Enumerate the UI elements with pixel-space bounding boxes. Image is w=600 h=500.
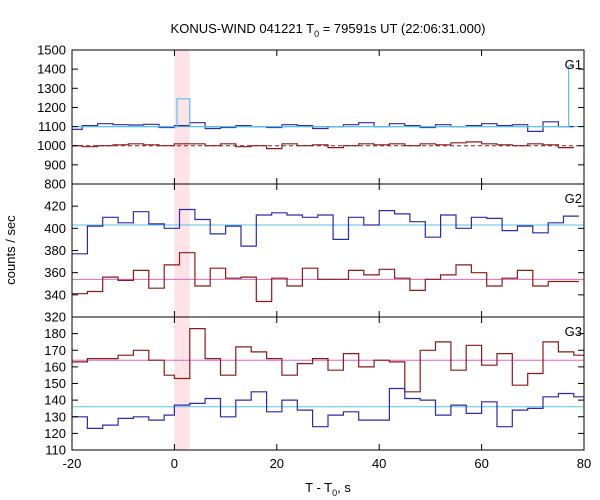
series-line-1	[72, 121, 574, 132]
series-line-2	[72, 387, 584, 429]
panel-label: G3	[565, 324, 582, 339]
series-line-3	[72, 65, 574, 128]
panel-frame	[71, 183, 585, 318]
y-tick-label: 1400	[37, 62, 66, 77]
y-tick-label: 180	[44, 326, 66, 341]
highlight-band	[174, 50, 190, 450]
y-tick-label: 170	[44, 343, 66, 358]
y-tick-label: 140	[44, 393, 66, 408]
y-tick-label: 340	[44, 287, 66, 302]
series-line-2	[72, 141, 574, 150]
panel-frame	[71, 49, 585, 185]
y-tick-label: 320	[44, 310, 66, 325]
y-tick-label: 150	[44, 376, 66, 391]
x-tick-label: -20	[63, 456, 82, 471]
y-tick-label: 1000	[37, 138, 66, 153]
panel-frame	[71, 316, 585, 451]
panel-2: 320 340 360 380 400 420 G2	[44, 183, 585, 325]
y-tick-label: 110	[45, 443, 66, 458]
y-tick-label: 800	[44, 177, 66, 192]
x-tick-label: 0	[171, 456, 178, 471]
y-tick-label: 1200	[37, 100, 66, 115]
x-axis-label: T - T0, s	[305, 480, 351, 498]
x-tick-label: 60	[474, 456, 488, 471]
y-tick-label: 1100	[38, 119, 66, 134]
panel-label: G2	[565, 191, 582, 206]
x-tick-label: 80	[577, 456, 591, 471]
y-tick-label: 160	[44, 359, 66, 374]
panel-1: 800 900 1000 1100 1200 1300 1400 1500 G1	[37, 43, 585, 192]
y-tick-label: 900	[44, 157, 66, 172]
y-tick-label: 130	[44, 409, 66, 424]
y-axis-label: counts / sec	[3, 215, 18, 285]
series-line-2	[72, 252, 579, 303]
y-tick-label: 120	[44, 426, 66, 441]
y-tick-label: 360	[44, 265, 66, 280]
y-tick-label: 400	[44, 221, 66, 236]
y-tick-label: 1500	[37, 43, 66, 58]
panel-label: G1	[565, 57, 582, 72]
x-tick-label: 20	[270, 456, 284, 471]
series-line-1	[72, 328, 584, 393]
y-tick-label: 420	[44, 199, 66, 214]
y-tick-label: 380	[44, 243, 66, 258]
x-tick-label: 40	[372, 456, 386, 471]
y-tick-label: 1300	[37, 81, 66, 96]
plot-area: 800900100011001200130014001500G132034036…	[37, 43, 591, 472]
chart-title: KONUS-WIND 041221 T0 = 79591s UT (22:06:…	[171, 21, 486, 39]
series-line-1	[72, 208, 579, 255]
